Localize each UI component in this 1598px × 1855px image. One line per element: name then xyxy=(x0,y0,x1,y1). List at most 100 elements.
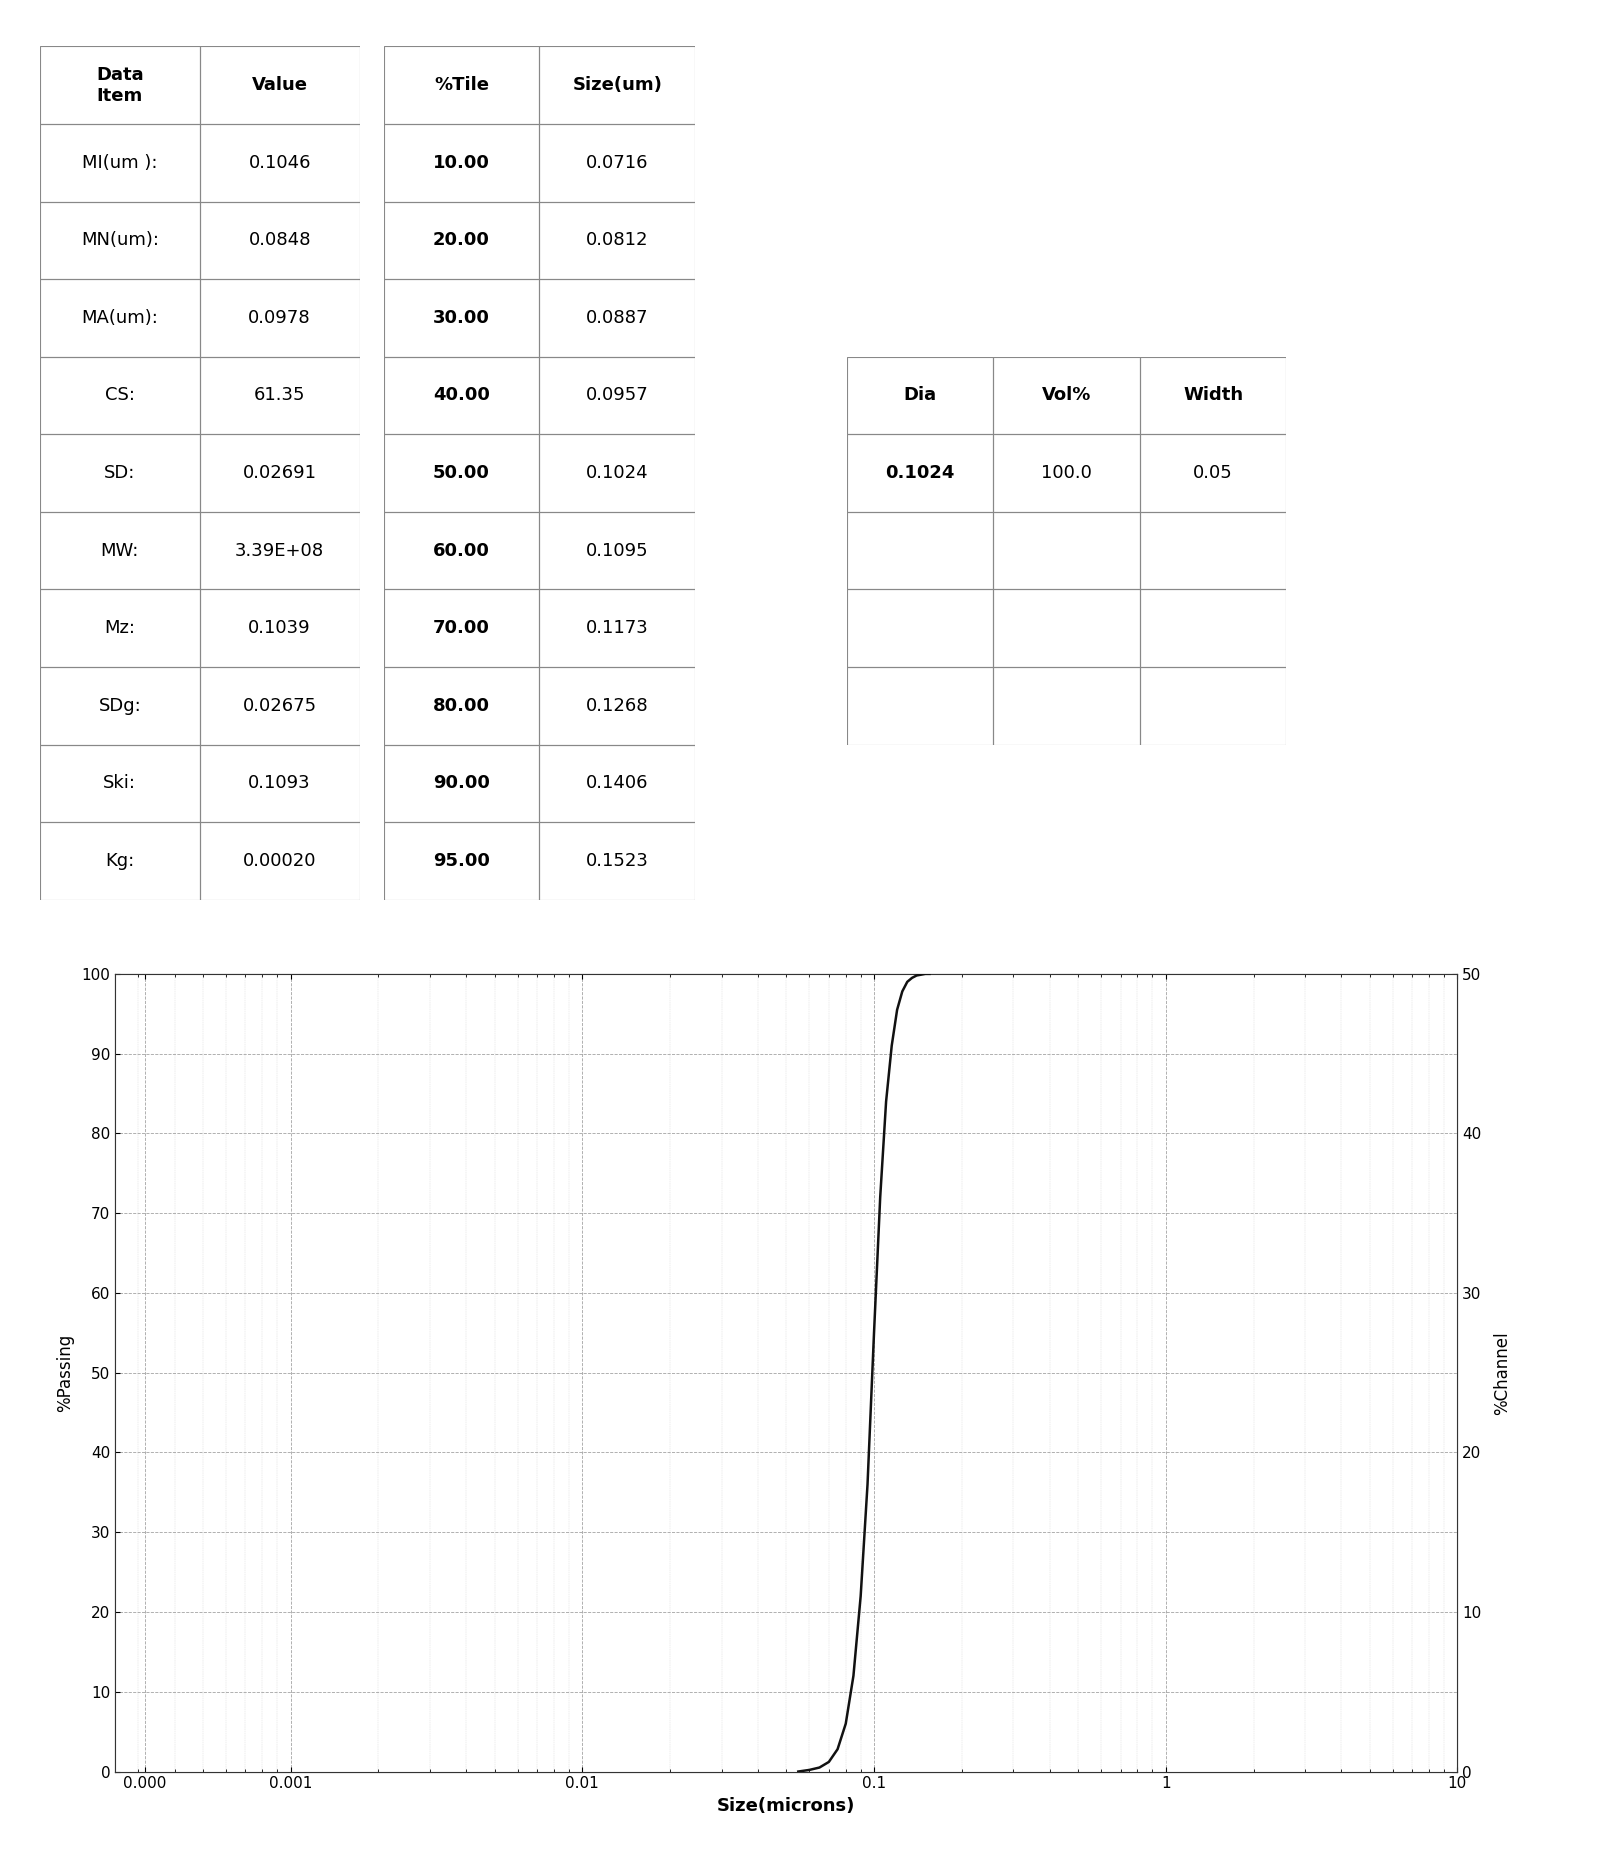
Text: 50.00: 50.00 xyxy=(433,464,491,482)
Text: 40.00: 40.00 xyxy=(433,386,491,404)
Text: 0.05: 0.05 xyxy=(1194,464,1234,482)
Bar xyxy=(861,1341,903,1772)
Bar xyxy=(384,124,540,202)
Text: MA(um):: MA(um): xyxy=(81,310,158,326)
Bar xyxy=(200,356,360,434)
Y-axis label: %Passing: %Passing xyxy=(56,1334,75,1412)
Text: 0.0957: 0.0957 xyxy=(586,386,649,404)
Text: 0.02675: 0.02675 xyxy=(243,697,316,714)
Bar xyxy=(40,202,200,278)
Text: Width: Width xyxy=(1183,386,1243,404)
Bar xyxy=(200,744,360,822)
Text: 0.0812: 0.0812 xyxy=(586,232,649,249)
Bar xyxy=(994,590,1139,668)
Bar xyxy=(1139,434,1286,512)
Text: 60.00: 60.00 xyxy=(433,542,491,560)
Text: Mz:: Mz: xyxy=(104,620,136,636)
Bar xyxy=(40,512,200,590)
Bar xyxy=(540,512,695,590)
Text: Size(um): Size(um) xyxy=(572,76,662,95)
Bar xyxy=(901,1768,943,1772)
Text: 70.00: 70.00 xyxy=(433,620,491,636)
Bar xyxy=(817,1733,858,1772)
Bar xyxy=(871,1532,912,1772)
Bar xyxy=(200,434,360,512)
Bar xyxy=(384,434,540,512)
Text: 0.0848: 0.0848 xyxy=(248,232,312,249)
Text: %Tile: %Tile xyxy=(435,76,489,95)
Bar xyxy=(200,512,360,590)
Bar xyxy=(1139,668,1286,744)
Bar xyxy=(802,1759,844,1772)
Bar xyxy=(200,202,360,278)
Bar xyxy=(540,590,695,668)
Bar xyxy=(895,1764,936,1772)
Text: SDg:: SDg: xyxy=(99,697,141,714)
Bar xyxy=(384,46,540,124)
Text: Ski:: Ski: xyxy=(104,774,136,792)
Y-axis label: %Channel: %Channel xyxy=(1493,1330,1510,1415)
Bar xyxy=(540,278,695,356)
Text: 90.00: 90.00 xyxy=(433,774,491,792)
Bar xyxy=(847,434,994,512)
Bar xyxy=(540,356,695,434)
Bar xyxy=(847,590,994,668)
Text: MI(um ):: MI(um ): xyxy=(81,154,158,173)
Text: CS:: CS: xyxy=(105,386,134,404)
Text: 30.00: 30.00 xyxy=(433,310,491,326)
Text: 0.1024: 0.1024 xyxy=(885,464,956,482)
Text: MW:: MW: xyxy=(101,542,139,560)
Bar xyxy=(200,668,360,744)
Bar xyxy=(40,356,200,434)
Bar xyxy=(40,278,200,356)
Text: Data
Item: Data Item xyxy=(96,65,144,104)
Bar xyxy=(540,744,695,822)
Bar xyxy=(847,356,994,434)
Text: 0.1173: 0.1173 xyxy=(586,620,649,636)
Bar xyxy=(540,434,695,512)
Bar xyxy=(1139,356,1286,434)
Bar xyxy=(879,1692,920,1772)
Text: 0.1095: 0.1095 xyxy=(586,542,649,560)
Bar xyxy=(200,46,360,124)
Text: 10.00: 10.00 xyxy=(433,154,491,173)
Bar xyxy=(829,1684,871,1772)
Text: Value: Value xyxy=(251,76,308,95)
Text: 61.35: 61.35 xyxy=(254,386,305,404)
Text: 0.0887: 0.0887 xyxy=(586,310,649,326)
Text: 0.0978: 0.0978 xyxy=(248,310,312,326)
Bar xyxy=(994,512,1139,590)
Bar xyxy=(40,822,200,900)
Bar xyxy=(384,744,540,822)
Text: SD:: SD: xyxy=(104,464,136,482)
X-axis label: Size(microns): Size(microns) xyxy=(718,1797,855,1814)
Bar xyxy=(786,1766,828,1772)
Bar xyxy=(384,822,540,900)
Bar xyxy=(40,124,200,202)
Bar xyxy=(540,202,695,278)
Bar xyxy=(1139,512,1286,590)
Bar xyxy=(40,590,200,668)
Bar xyxy=(540,124,695,202)
Bar xyxy=(384,356,540,434)
Text: 0.1268: 0.1268 xyxy=(586,697,649,714)
Text: MN(um):: MN(um): xyxy=(81,232,158,249)
Text: 0.1046: 0.1046 xyxy=(248,154,312,173)
Text: 0.1093: 0.1093 xyxy=(248,774,312,792)
Bar xyxy=(540,46,695,124)
Bar xyxy=(994,356,1139,434)
Bar xyxy=(540,668,695,744)
Text: 0.1039: 0.1039 xyxy=(248,620,312,636)
Bar xyxy=(887,1755,928,1772)
Bar xyxy=(200,822,360,900)
Text: 0.00020: 0.00020 xyxy=(243,851,316,870)
Text: 0.0716: 0.0716 xyxy=(586,154,649,173)
Bar xyxy=(384,512,540,590)
Text: 3.39E+08: 3.39E+08 xyxy=(235,542,324,560)
Bar xyxy=(847,512,994,590)
Bar xyxy=(994,668,1139,744)
Text: 100.0: 100.0 xyxy=(1042,464,1091,482)
Bar xyxy=(994,434,1139,512)
Bar xyxy=(384,590,540,668)
Bar xyxy=(40,668,200,744)
